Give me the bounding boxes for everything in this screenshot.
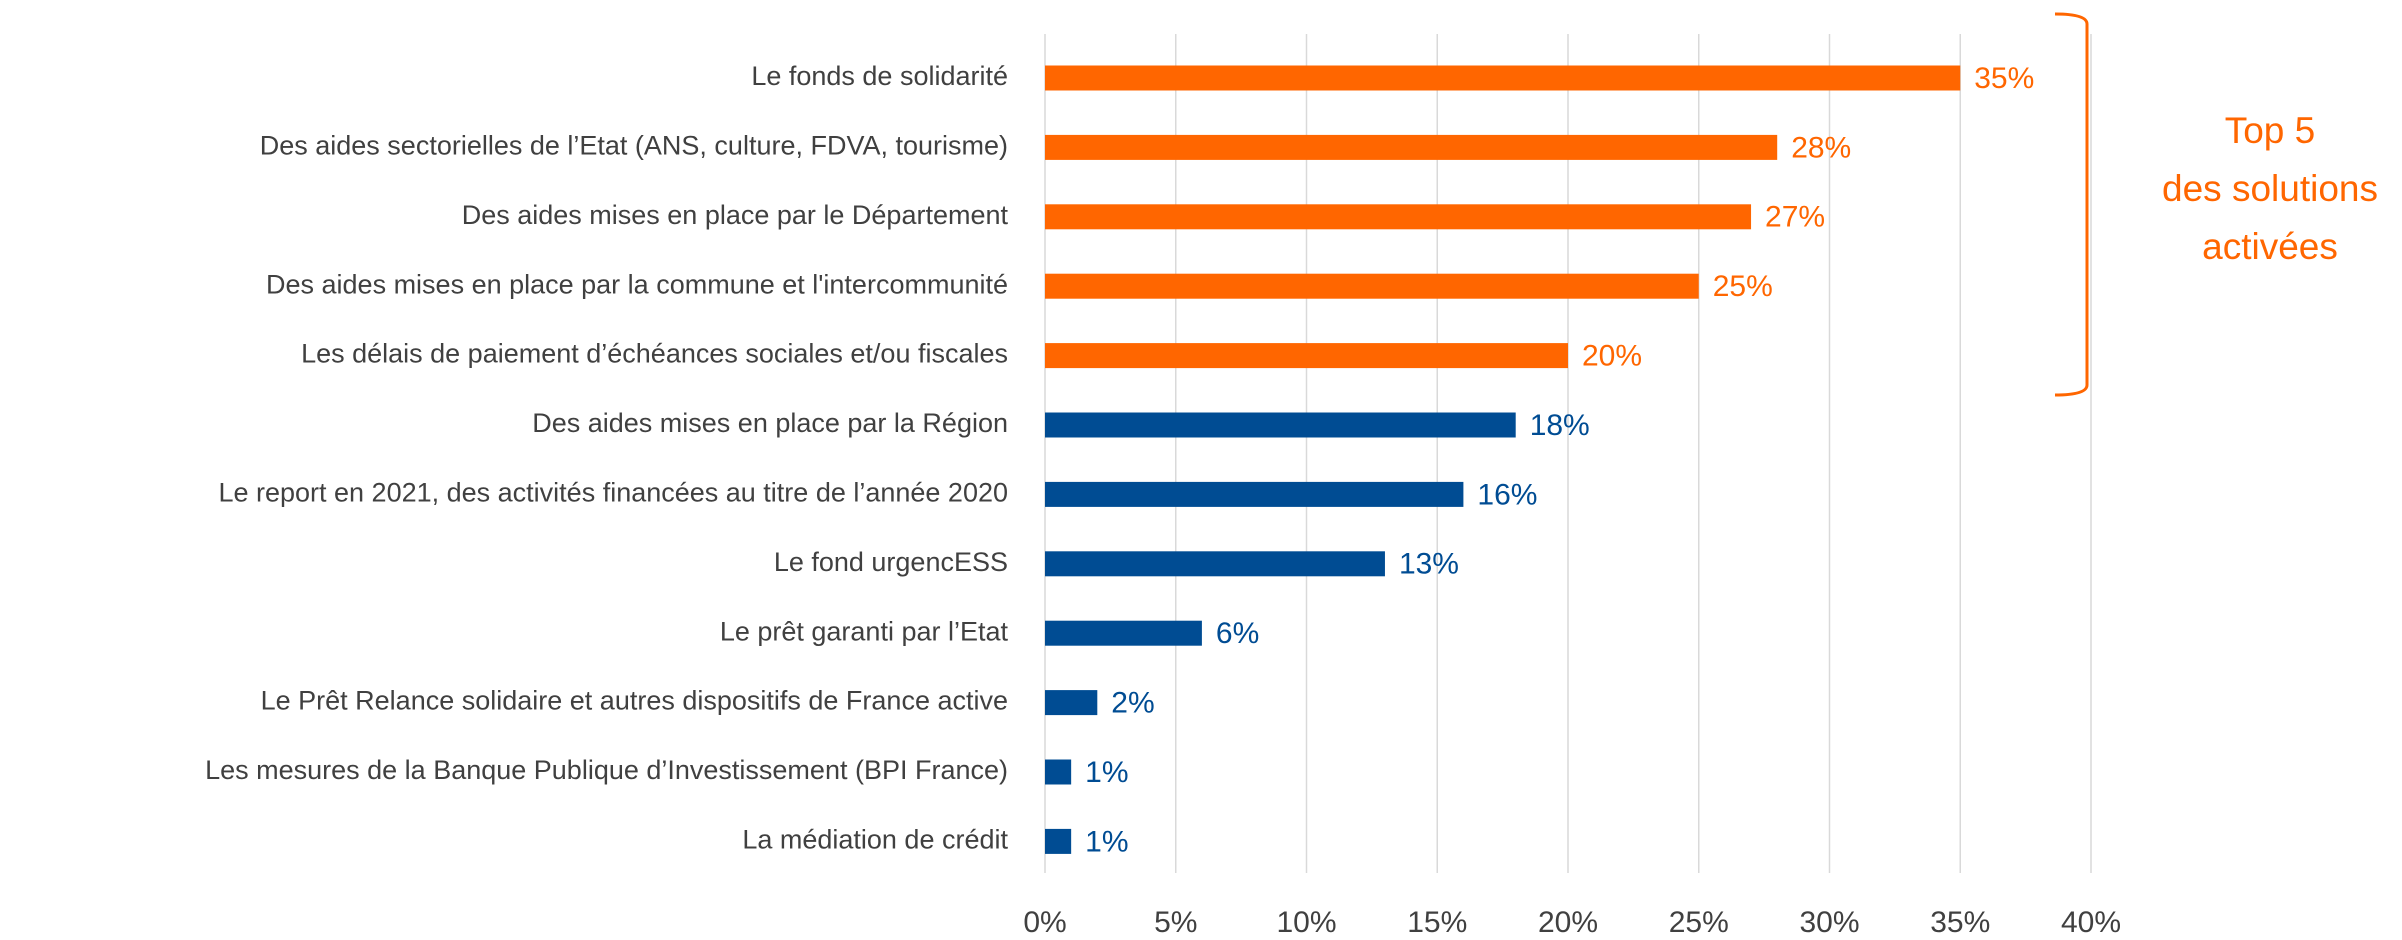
bar [1045,759,1072,785]
x-tick-label: 15% [1407,906,1467,939]
bar [1045,481,1464,507]
value-label: 20% [1582,340,1642,373]
x-tick-label: 20% [1538,906,1598,939]
bar [1045,412,1516,438]
bar [1045,134,1778,160]
bar [1045,690,1098,716]
value-label: 28% [1791,131,1851,164]
x-tick-label: 40% [2061,906,2121,939]
value-label: 16% [1477,478,1537,511]
category-label: Des aides mises en place par la Région [532,408,1008,438]
value-label: 25% [1713,270,1773,303]
category-label: Le report en 2021, des activités financé… [218,478,1008,508]
bar [1045,620,1202,646]
annotation: des solutions [2162,168,2378,209]
x-tick-label: 30% [1799,906,1859,939]
value-label: 35% [1974,62,2034,95]
bar [1045,65,1961,91]
value-label: 6% [1216,617,1259,650]
category-label: Des aides mises en place par le Départem… [462,200,1009,230]
category-label: Le Prêt Relance solidaire et autres disp… [261,686,1008,716]
bar [1045,828,1072,854]
category-label: Les délais de paiement d’échéances socia… [301,339,1008,369]
bracket [2054,12,2089,397]
category-label: Des aides sectorielles de l’Etat (ANS, c… [260,131,1008,161]
x-tick-label: 0% [1023,906,1066,939]
bar [1045,343,1568,369]
x-tick-label: 5% [1154,906,1197,939]
value-label: 18% [1530,409,1590,442]
value-label: 27% [1765,201,1825,234]
bar [1045,551,1385,577]
x-tick-label: 10% [1276,906,1336,939]
value-label: 2% [1111,687,1154,720]
category-label: Des aides mises en place par la commune … [266,269,1008,299]
category-label: Le fonds de solidarité [751,61,1008,91]
value-label: 13% [1399,548,1459,581]
value-label: 1% [1085,756,1128,789]
category-label: Les mesures de la Banque Publique d’Inve… [205,755,1008,785]
category-label: Le fond urgencESS [774,547,1008,577]
category-label: La médiation de crédit [742,825,1008,855]
x-tick-label: 25% [1669,906,1729,939]
x-tick-label: 35% [1930,906,1990,939]
bar [1045,204,1752,230]
value-label: 1% [1085,825,1128,858]
bar [1045,273,1699,299]
category-label: Le prêt garanti par l’Etat [720,616,1009,646]
annotation: activées [2202,226,2338,267]
annotation: Top 5 [2225,110,2316,151]
